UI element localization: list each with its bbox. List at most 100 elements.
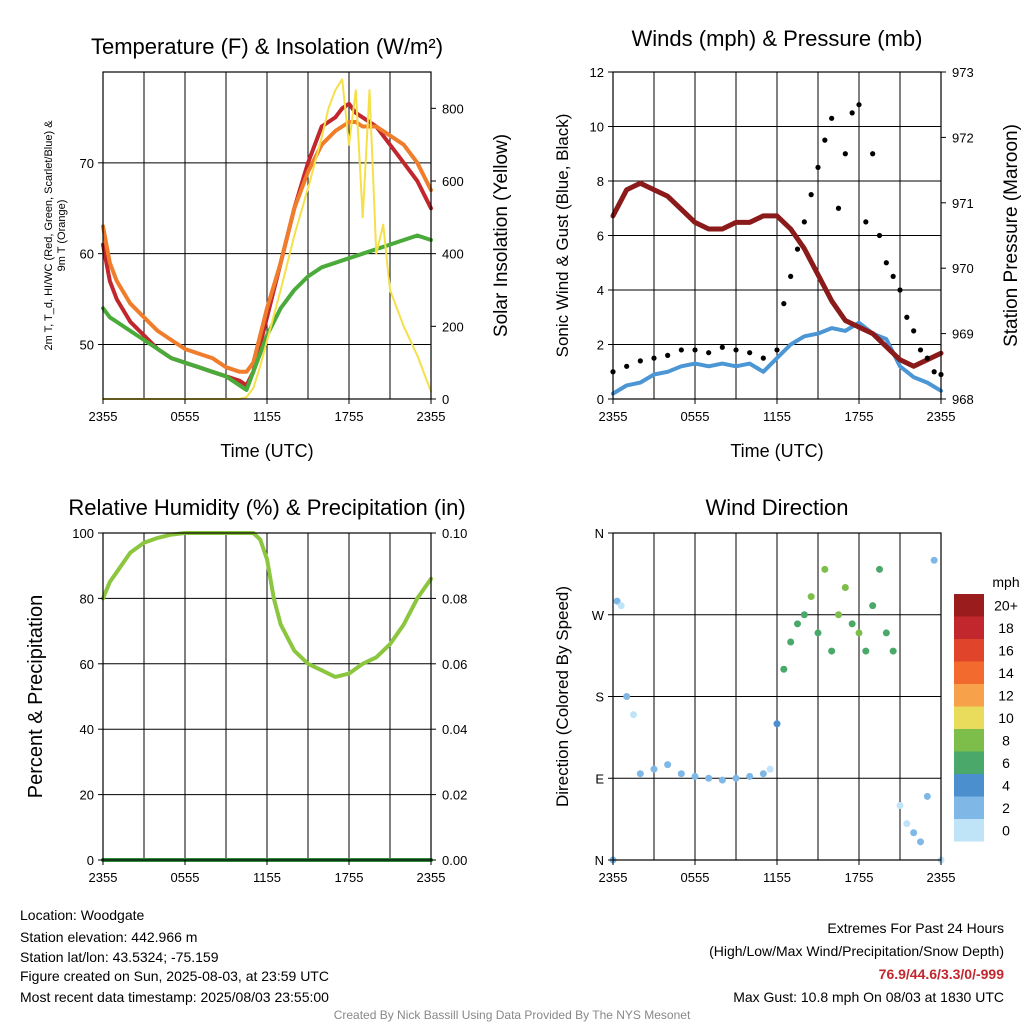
- y-left-tick-label: 8: [597, 174, 604, 189]
- y-left-tick-label: 60: [80, 657, 94, 672]
- gust-point: [706, 350, 712, 356]
- y-right-axis-label: Station Pressure (Maroon): [1001, 124, 1022, 347]
- gust-point: [870, 151, 876, 157]
- colorbar-label: 0: [1002, 822, 1010, 838]
- y-right-tick-label: 973: [952, 65, 974, 80]
- y-left-tick-label: 0: [87, 853, 94, 868]
- direction-point: [917, 838, 924, 846]
- x-tick-label: 0555: [171, 870, 200, 885]
- y-left-tick-label: 4: [597, 283, 604, 298]
- direction-point: [732, 774, 740, 782]
- colorbar-swatch: [954, 819, 984, 842]
- colorbar-label: 2: [1002, 800, 1010, 816]
- station-latlon: Station lat/lon: 43.5324; -75.159: [20, 949, 219, 965]
- y-left-tick-label: 2: [597, 338, 604, 353]
- gust-point: [849, 110, 855, 116]
- x-tick-label: 0555: [171, 409, 200, 424]
- colorbar-label: 4: [1002, 777, 1010, 793]
- direction-point: [923, 792, 931, 800]
- direction-point: [869, 602, 877, 610]
- x-tick-label: 1755: [335, 409, 364, 424]
- gust-point: [924, 355, 930, 361]
- y-left-tick-label: 10: [590, 120, 604, 135]
- direction-point: [896, 802, 904, 809]
- gust-point: [842, 151, 848, 157]
- direction-point: [910, 829, 918, 837]
- x-tick-label: 1755: [845, 870, 874, 885]
- colorbar-label: 14: [998, 665, 1014, 681]
- direction-point: [650, 765, 658, 773]
- recent-timestamp: Most recent data timestamp: 2025/08/03 2…: [20, 989, 329, 1005]
- gust-point: [856, 102, 862, 108]
- x-tick-label: 1155: [763, 870, 791, 885]
- gust-point: [651, 355, 657, 361]
- location-label: Location: Woodgate: [20, 907, 145, 923]
- gust-point: [904, 314, 910, 320]
- y-left-tick-label: 50: [80, 338, 94, 353]
- colorbar-label: 10: [998, 710, 1014, 726]
- series-line-t-d: [101, 233, 433, 392]
- direction-point: [780, 665, 788, 673]
- colorbar-swatch: [954, 706, 984, 729]
- series-line-relative-humidity: [101, 531, 433, 679]
- x-tick-label: 2355: [89, 870, 118, 885]
- y-left-tick-label: 20: [80, 788, 94, 803]
- y-left-axis-label-line2: 9m T (Orange): [56, 200, 68, 272]
- y-left-tick-label: S: [595, 690, 604, 705]
- chart-title: Temperature (F) & Insolation (W/m²): [91, 34, 443, 59]
- y-left-tick-label: 80: [80, 591, 94, 606]
- direction-point: [617, 602, 625, 610]
- y-left-tick-label: W: [592, 608, 605, 623]
- y-right-tick-label: 200: [442, 319, 464, 334]
- colorbar-label: 16: [998, 642, 1014, 658]
- y-left-tick-label: 0: [597, 392, 604, 407]
- colorbar-swatch: [954, 729, 984, 752]
- direction-point: [677, 770, 685, 778]
- direction-point: [835, 611, 842, 619]
- direction-point: [691, 772, 699, 780]
- extremes-values: 76.9/44.6/3.3/0/-999: [878, 966, 1004, 982]
- y-left-tick-label: 12: [590, 65, 604, 80]
- direction-point: [746, 772, 754, 780]
- chart-title: Relative Humidity (%) & Precipitation (i…: [68, 495, 465, 520]
- y-left-tick-label: 6: [597, 229, 604, 244]
- direction-point: [848, 620, 856, 628]
- direction-point: [787, 638, 795, 646]
- gust-point: [692, 347, 698, 353]
- y-left-tick-label: 70: [80, 156, 94, 171]
- direction-point: [828, 647, 836, 655]
- direction-point: [876, 565, 883, 573]
- series-line-sonic-wind: [611, 320, 943, 396]
- y-right-tick-label: 970: [952, 261, 974, 276]
- colorbar-label: 12: [998, 687, 1014, 703]
- direction-point: [862, 647, 870, 655]
- gust-point: [801, 219, 807, 225]
- direction-point: [889, 647, 897, 655]
- y-right-tick-label: 800: [442, 101, 464, 116]
- gust-point: [931, 369, 937, 375]
- y-right-tick-label: 0.06: [442, 657, 467, 672]
- direction-point: [623, 693, 631, 700]
- gust-point: [890, 273, 896, 279]
- x-tick-label: 1155: [253, 870, 281, 885]
- colorbar-swatch: [954, 751, 984, 774]
- y-right-tick-label: 400: [442, 247, 464, 262]
- colorbar-swatch: [954, 774, 984, 797]
- colorbar-label: 8: [1002, 732, 1010, 748]
- y-right-tick-label: 0: [442, 392, 449, 407]
- x-tick-label: 1155: [763, 409, 791, 424]
- gust-point: [883, 260, 889, 266]
- x-tick-label: 1755: [335, 870, 364, 885]
- series-line-station-pressure: [610, 180, 944, 369]
- gust-point: [637, 358, 643, 364]
- x-tick-label: 2355: [927, 870, 956, 885]
- credit-line: Created By Nick Bassill Using Data Provi…: [333, 1008, 691, 1022]
- y-right-tick-label: 600: [442, 174, 464, 189]
- direction-point: [814, 629, 822, 637]
- colorbar-swatch: [954, 594, 984, 617]
- y-left-tick-label: 60: [80, 247, 94, 262]
- max-gust: Max Gust: 10.8 mph On 08/03 at 1830 UTC: [733, 989, 1004, 1005]
- y-left-tick-label: 100: [72, 526, 94, 541]
- direction-point: [636, 770, 644, 778]
- direction-point: [718, 776, 726, 784]
